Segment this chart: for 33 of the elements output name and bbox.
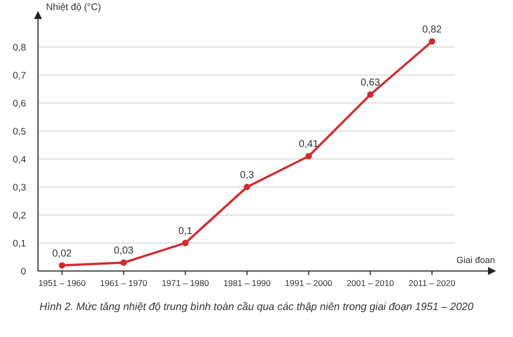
x-tick-label: 1991 – 2000 [285,278,333,288]
y-tick-label: 0 [20,266,26,278]
data-label: 0,02 [52,248,72,260]
x-tick-label: 1961 – 1970 [100,278,148,288]
point [244,184,250,190]
x-tick-label: 1951 – 1960 [38,278,86,288]
data-label: 0,41 [298,139,319,150]
data-label: 0,82 [422,24,442,36]
x-tick-label: 1971 – 1980 [162,278,210,288]
point [367,91,374,98]
y-tick-label: 0,8 [12,42,26,54]
y-tick-label: 0,2 [12,210,26,222]
x-axis-title: Giai đoan [456,255,495,265]
y-tick-label: 0,4 [12,154,26,166]
y-tick-label: 0,1 [12,238,26,250]
point [182,240,189,246]
point [58,262,66,269]
point [428,38,436,45]
y-axis-title: Nhiệt độ (°C) [46,2,102,13]
x-tick-label: 1981 – 1990 [223,278,271,288]
x-tick-label: 2001 – 2010 [346,278,394,288]
data-label: 0,1 [178,226,193,237]
point [305,153,312,160]
text: Hình 2. Mức tăng nhiệt độ trung bình toàn cầu qua các thập niên trong giai đoạn 1951 – 2020 [40,301,474,313]
y-tick-label: 0,5 [12,126,26,138]
y-tick-label: 0,3 [12,182,26,194]
data-label: 0,3 [240,170,254,181]
y-tick-label: 0,7 [12,70,26,82]
data-label: 0,03 [114,246,134,257]
point [120,259,127,266]
data-label: 0,63 [360,78,380,89]
x-tick-label: 2011 – 2020 [408,278,456,288]
y-tick-label: 0,6 [12,98,26,110]
